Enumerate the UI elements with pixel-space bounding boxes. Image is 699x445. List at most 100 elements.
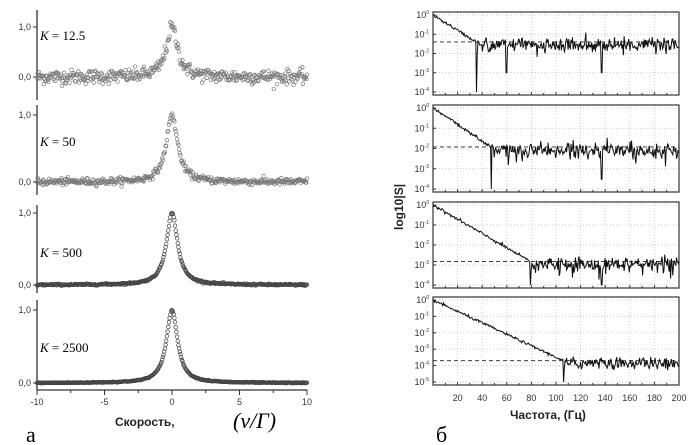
data-point xyxy=(175,140,180,145)
y-tick-label: 0,0 xyxy=(18,280,31,290)
data-point xyxy=(172,218,177,223)
data-point xyxy=(304,180,309,185)
x-tick-label: 20 xyxy=(453,393,463,403)
y-tick-label: 10-4 xyxy=(415,361,430,371)
data-point xyxy=(289,179,294,184)
data-point xyxy=(157,60,162,66)
data-point xyxy=(218,77,223,82)
data-point xyxy=(146,175,151,180)
data-point xyxy=(201,77,206,82)
x-tick-label: 160 xyxy=(622,393,637,403)
data-point xyxy=(275,81,280,87)
y-tick-label: 10-3 xyxy=(415,68,430,78)
data-point xyxy=(160,157,166,162)
data-point xyxy=(172,28,178,34)
data-point xyxy=(61,75,66,80)
data-point xyxy=(91,80,96,85)
plot-frame xyxy=(432,296,680,386)
data-point xyxy=(155,367,160,372)
data-point xyxy=(83,81,88,86)
data-point xyxy=(109,68,115,74)
data-point xyxy=(165,329,170,334)
data-point xyxy=(300,81,306,86)
y-tick-label: 10-5 xyxy=(415,377,430,387)
data-point xyxy=(212,75,218,80)
data-point xyxy=(132,64,138,69)
data-point xyxy=(113,76,118,81)
data-point xyxy=(304,176,310,181)
left-panel-4: 1,0 0,0 K = 2500 xyxy=(18,300,310,390)
k-label: K = 500 xyxy=(39,245,82,260)
data-point xyxy=(277,182,283,187)
x-tick-label: 180 xyxy=(647,393,662,403)
data-point xyxy=(182,163,187,169)
data-point xyxy=(166,128,171,134)
data-point xyxy=(180,359,185,364)
data-point xyxy=(61,70,67,75)
data-point xyxy=(269,71,274,76)
data-point xyxy=(156,165,161,171)
panel-letter-b: б xyxy=(436,422,447,445)
right-panel-1: 10-4 10-3 10-2 10-1 100 xyxy=(415,10,680,97)
data-point xyxy=(106,81,111,86)
data-point xyxy=(160,259,165,265)
y-tick-label: 1,0 xyxy=(18,305,31,315)
y-tick-label: 10-2 xyxy=(415,240,430,250)
data-point xyxy=(55,70,60,76)
data-point xyxy=(300,65,305,70)
data-point xyxy=(176,244,181,250)
data-point xyxy=(218,75,224,80)
data-point xyxy=(122,73,128,78)
data-point xyxy=(223,70,228,75)
data-point xyxy=(130,69,136,74)
data-point xyxy=(40,182,45,187)
data-point xyxy=(176,248,182,254)
data-point xyxy=(69,67,74,72)
y-tick-label: 10-4 xyxy=(415,87,430,97)
data-point xyxy=(165,129,170,134)
y-tick-label: 1,0 xyxy=(18,22,31,32)
y-tick-label: 0,0 xyxy=(18,72,31,82)
data-point xyxy=(170,309,176,314)
data-point xyxy=(174,132,179,137)
data-point xyxy=(183,163,189,169)
data-point xyxy=(108,77,113,82)
data-point xyxy=(287,79,292,84)
data-point xyxy=(158,62,163,68)
data-point xyxy=(178,355,184,360)
data-point xyxy=(163,244,168,250)
data-point xyxy=(164,138,170,143)
data-point xyxy=(166,122,172,127)
spectrum-line xyxy=(432,205,680,286)
data-point xyxy=(167,219,172,224)
data-point xyxy=(172,319,178,325)
panel-letter-a: а xyxy=(26,422,36,445)
data-point xyxy=(173,39,178,44)
data-point xyxy=(187,62,193,67)
y-tick-label: 10-3 xyxy=(415,260,430,270)
data-point xyxy=(188,173,193,178)
data-point xyxy=(163,143,168,148)
data-point xyxy=(174,329,179,335)
data-point xyxy=(226,77,231,83)
data-point xyxy=(54,70,59,75)
data-point xyxy=(164,338,169,343)
data-point xyxy=(177,151,182,156)
data-point xyxy=(160,357,165,362)
data-point xyxy=(195,71,200,77)
y-tick-label: 10-1 xyxy=(415,311,430,321)
data-point xyxy=(164,237,170,242)
data-point xyxy=(249,77,254,82)
data-point xyxy=(204,75,209,80)
right-xlabel: Частота, (Гц) xyxy=(510,408,586,422)
data-point xyxy=(128,178,134,184)
data-point xyxy=(283,71,288,76)
data-point xyxy=(196,178,201,184)
data-point xyxy=(141,64,147,69)
x-tick-label: -5 xyxy=(100,397,108,407)
x-tick-label: 0 xyxy=(169,397,174,407)
x-tick-label: 140 xyxy=(598,393,613,403)
data-point xyxy=(155,170,161,175)
data-point xyxy=(166,324,171,329)
